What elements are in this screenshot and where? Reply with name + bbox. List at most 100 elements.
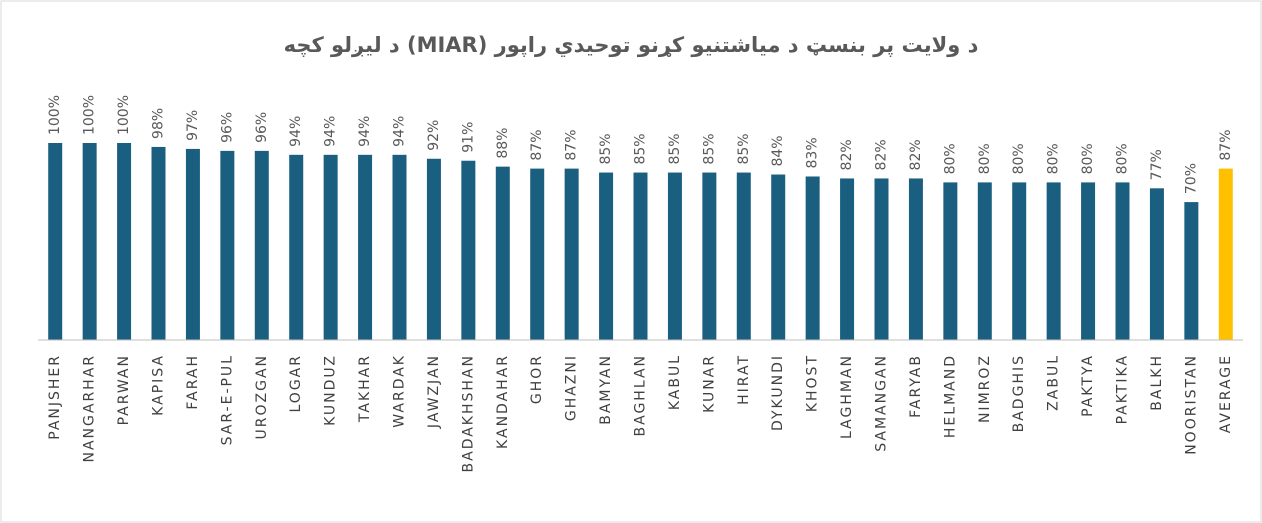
- value-label: 98%: [151, 108, 167, 139]
- x-tick-label: DYKUNDI: [770, 354, 786, 431]
- value-label: 82%: [874, 139, 890, 170]
- value-label: 80%: [1080, 143, 1096, 174]
- bar: [1046, 182, 1061, 340]
- x-tick-label: TAKHAR: [357, 354, 373, 423]
- value-label: 82%: [908, 139, 924, 170]
- bar: [151, 146, 166, 340]
- bar: [254, 150, 269, 340]
- bar: [977, 182, 992, 340]
- x-tick-label: SAMANGAN: [874, 354, 890, 452]
- value-label: 96%: [219, 112, 235, 143]
- x-tick-label: KUNDUZ: [323, 354, 339, 426]
- value-label: 87%: [564, 129, 580, 160]
- x-tick-label: GHOR: [529, 354, 545, 404]
- value-label: 100%: [47, 95, 63, 135]
- value-label: 85%: [701, 133, 717, 164]
- bar: [1218, 168, 1233, 340]
- value-label: 77%: [1149, 149, 1165, 180]
- bar: [599, 172, 614, 340]
- chart-title: د ولایت پر بنسټ د میاشتنیو کړنو توحیدي ر…: [284, 33, 979, 58]
- x-tick-label: FARAH: [185, 354, 201, 410]
- value-label: 80%: [942, 143, 958, 174]
- value-label: 100%: [82, 95, 98, 135]
- value-label: 97%: [185, 110, 201, 141]
- x-tick-label: NANGARHAR: [82, 354, 98, 463]
- bar: [117, 143, 132, 340]
- bar: [1115, 182, 1130, 340]
- bar: [874, 178, 889, 340]
- value-label: 82%: [839, 139, 855, 170]
- value-label: 85%: [598, 133, 614, 164]
- bar: [564, 168, 579, 340]
- x-tick-label: BALKH: [1149, 354, 1165, 411]
- bar: [530, 168, 545, 340]
- bar: [667, 172, 682, 340]
- bar: [943, 182, 958, 340]
- bar: [805, 176, 820, 340]
- x-tick-label: BAMYAN: [598, 354, 614, 425]
- x-tick-label: UROZGAN: [254, 354, 270, 439]
- x-tick-label: PANJSHER: [47, 354, 63, 440]
- x-tick-label: ZABUL: [1046, 354, 1062, 411]
- bar: [736, 172, 751, 340]
- value-label: 87%: [529, 129, 545, 160]
- value-label: 84%: [770, 135, 786, 166]
- x-tick-label: KUNAR: [701, 354, 717, 413]
- x-tick-label: NIMROZ: [977, 354, 993, 423]
- x-tick-label: BAGHLAN: [633, 354, 649, 436]
- bar: [771, 174, 786, 340]
- x-tick-label: HELMAND: [942, 354, 958, 438]
- x-tick-label: HIRAT: [736, 354, 752, 405]
- value-label: 100%: [116, 95, 132, 135]
- value-label: 92%: [426, 120, 442, 151]
- value-label: 80%: [1011, 143, 1027, 174]
- value-label: 83%: [805, 137, 821, 168]
- bar: [1149, 188, 1164, 340]
- x-tick-label: FARYAB: [908, 354, 924, 418]
- x-tick-label: NOORISTAN: [1183, 354, 1199, 455]
- x-tick-label: BADAKHSHAN: [460, 354, 476, 472]
- value-label: 94%: [357, 116, 373, 147]
- bar: [495, 166, 510, 340]
- value-label: 85%: [667, 133, 683, 164]
- bar: [1012, 182, 1027, 340]
- bar: [392, 154, 407, 340]
- x-tick-label: KHOST: [805, 354, 821, 412]
- x-tick-label: SAR-E-PUL: [219, 354, 235, 445]
- x-tick-label: AVERAGE: [1218, 354, 1234, 433]
- value-label: 80%: [1115, 143, 1131, 174]
- bar: [461, 160, 476, 340]
- bar: [702, 172, 717, 340]
- bar: [1184, 202, 1199, 340]
- value-label: 80%: [977, 143, 993, 174]
- value-label: 94%: [323, 116, 339, 147]
- x-tick-label: KAPISA: [151, 354, 167, 416]
- value-label: 96%: [254, 112, 270, 143]
- bar: [185, 148, 200, 340]
- x-tick-label: JAWZJAN: [426, 354, 442, 429]
- bar: [1081, 182, 1096, 340]
- value-label: 94%: [392, 116, 408, 147]
- x-tick-label: KABUL: [667, 354, 683, 410]
- bar: [840, 178, 855, 340]
- value-label: 85%: [633, 133, 649, 164]
- value-label: 88%: [495, 128, 511, 159]
- bar: [220, 150, 235, 340]
- bar: [358, 154, 373, 340]
- value-label: 85%: [736, 133, 752, 164]
- x-tick-label: PAKTYA: [1080, 354, 1096, 417]
- bar: [426, 158, 441, 340]
- value-label: 80%: [1046, 143, 1062, 174]
- value-label: 87%: [1218, 129, 1234, 160]
- x-tick-label: WARDAK: [392, 354, 408, 428]
- x-tick-label: BADGHIS: [1011, 354, 1027, 432]
- bar: [908, 178, 923, 340]
- x-tick-label: PARWAN: [116, 354, 132, 425]
- value-label: 70%: [1183, 163, 1199, 194]
- bar: [289, 154, 304, 340]
- bar: [323, 154, 338, 340]
- bar: [48, 143, 63, 340]
- bar: [82, 143, 97, 340]
- x-tick-label: KANDAHAR: [495, 354, 511, 449]
